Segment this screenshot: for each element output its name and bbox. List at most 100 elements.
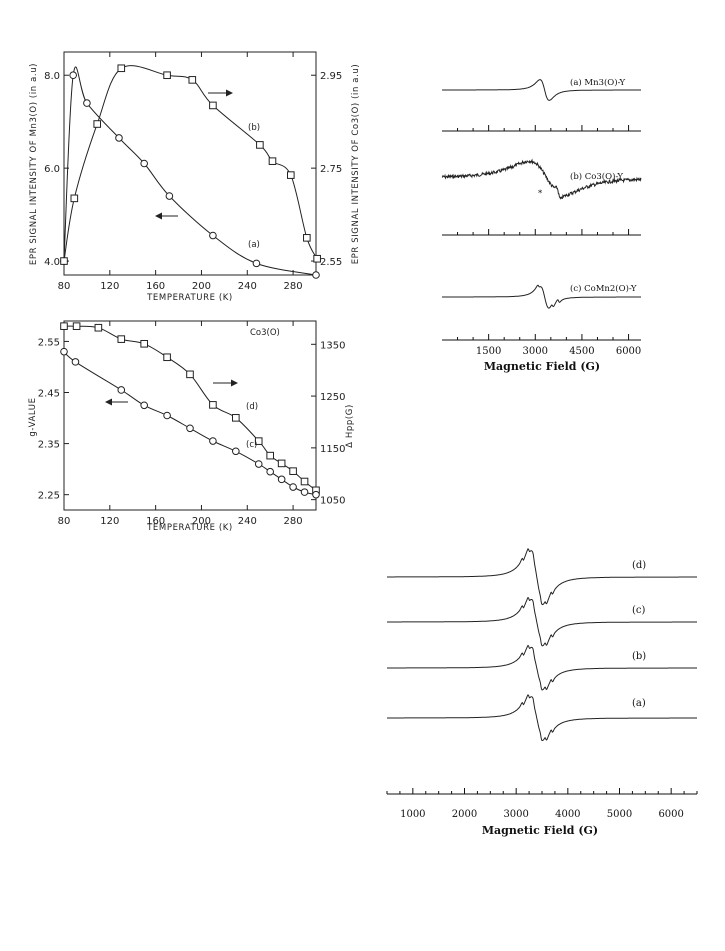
y-right-tick-label: 2.95 xyxy=(320,71,342,82)
spectrum-a xyxy=(387,694,697,741)
square-marker xyxy=(209,101,217,110)
spectrum-c xyxy=(442,284,641,309)
x-tick-label: 200 xyxy=(192,281,211,292)
x-axis-label: TEMPERATURE (K) xyxy=(146,523,233,533)
square-marker xyxy=(254,437,263,445)
circle-marker xyxy=(117,386,126,394)
x-tick-label: 1000 xyxy=(400,809,425,820)
y-right-axis-label: EPR SIGNAL INTENSITY OF Co3(O) (in a.u) xyxy=(351,64,361,265)
panel-epr-spectra-top: 1500 3000 4500 6000 (a) Mn3(O)-Y (b) Co3(O)… xyxy=(441,77,642,373)
square-marker xyxy=(232,414,240,422)
circle-marker xyxy=(140,159,148,168)
data-markers xyxy=(60,64,321,279)
circle-marker xyxy=(186,424,194,433)
square-marker xyxy=(117,64,126,73)
square-marker xyxy=(303,234,311,242)
x-tick-label: 200 xyxy=(192,516,211,527)
y-left-tick-label: 4.0 xyxy=(44,257,60,268)
square-marker xyxy=(186,370,194,379)
square-marker xyxy=(289,467,297,475)
x-tick-labels: 80 120 160 200 240 280 xyxy=(58,321,303,527)
right-arrow xyxy=(213,379,238,387)
spectrum-label-c: (c) xyxy=(632,605,646,616)
panel-intensity-vs-temperature: 80 120 160 200 240 280 4.0 6.0 8.0 2.55 2.75 2.95… xyxy=(29,51,361,303)
square-marker xyxy=(60,257,68,265)
y-left-tick-label: 2.55 xyxy=(38,337,60,348)
spectrum-label-c: (c) CoMn2(O)-Y xyxy=(570,283,637,294)
circle-marker xyxy=(266,467,274,476)
circle-marker xyxy=(254,460,263,468)
series-label-d: (d) xyxy=(246,402,258,412)
spectrum-label-b: (b) Co3(O)-Y xyxy=(570,171,623,182)
circle-marker xyxy=(115,134,123,142)
y-left-tick-label: 2.45 xyxy=(38,389,60,400)
x-tick-label: 3000 xyxy=(503,809,528,820)
right-arrow xyxy=(208,89,233,97)
tick-marks xyxy=(457,125,630,340)
y-right-tick-label: 1050 xyxy=(320,496,345,507)
y-right-axis-label: Δ Hpp(G) xyxy=(345,404,355,448)
circle-marker xyxy=(71,358,80,366)
x-tick-label: 160 xyxy=(146,516,165,527)
asterisk-mark: * xyxy=(538,189,543,199)
left-arrow xyxy=(105,398,128,406)
square-marker xyxy=(287,171,295,179)
y-right-tick-label: 2.75 xyxy=(320,164,342,175)
fit-curve xyxy=(63,66,317,276)
x-tick-label: 280 xyxy=(284,281,303,292)
y-left-tick-labels: 2.25 2.35 2.45 2.55 xyxy=(38,337,69,502)
y-right-tick-labels: 1050 1150 1250 1350 xyxy=(311,340,345,507)
x-tick-label: 4500 xyxy=(569,346,594,357)
x-tick-label: 120 xyxy=(100,281,119,292)
x-tick-label: 4000 xyxy=(555,809,580,820)
spectrum-a xyxy=(442,79,641,101)
x-tick-label: 5000 xyxy=(607,809,632,820)
square-marker xyxy=(140,339,148,348)
x-tick-label: 1500 xyxy=(476,346,501,357)
series-label-b: (b) xyxy=(248,123,260,133)
x-tick-label: 160 xyxy=(146,281,165,292)
tick-marks xyxy=(386,788,698,794)
circle-marker xyxy=(232,447,240,456)
circle-marker xyxy=(209,437,217,445)
plot-frame xyxy=(63,51,317,276)
circle-marker xyxy=(289,483,297,491)
panel-epr-spectra-bottom: 1000 2000 3000 4000 5000 6000 (d) (c) (b) (a)… xyxy=(386,548,698,837)
circle-marker xyxy=(252,259,261,268)
x-tick-label: 6000 xyxy=(616,346,641,357)
spectrum-b xyxy=(441,158,642,200)
x-axis-label: Magnetic Field (G) xyxy=(482,824,598,837)
square-marker xyxy=(163,71,171,80)
series-label-a: (a) xyxy=(248,240,260,250)
y-left-tick-label: 2.25 xyxy=(38,491,60,502)
spectrum-d xyxy=(387,548,697,606)
circle-marker xyxy=(312,271,320,279)
circle-marker xyxy=(209,231,217,240)
fit-curves xyxy=(63,65,318,276)
spectrum-label-b: (b) xyxy=(632,651,646,662)
x-tick-labels: 80 120 160 200 240 280 xyxy=(58,52,303,292)
circle-marker xyxy=(300,488,309,496)
panel-g-value-vs-temperature: 80 120 160 200 240 280 2.252.352.452.55 10501… xyxy=(28,320,355,533)
spectrum-label-d: (d) xyxy=(632,560,646,571)
circle-marker xyxy=(69,71,77,80)
y-left-tick-label: 2.35 xyxy=(38,440,60,451)
square-marker xyxy=(266,451,274,460)
square-marker xyxy=(94,323,103,332)
x-tick-labels: 1500 3000 4500 6000 xyxy=(476,346,641,357)
square-marker xyxy=(313,254,321,263)
y-left-tick-label: 8.0 xyxy=(44,71,60,82)
y-left-axis-label: g-VALUE xyxy=(28,397,38,436)
circle-marker xyxy=(165,192,174,200)
x-tick-label: 240 xyxy=(238,516,257,527)
square-marker xyxy=(300,477,309,486)
y-right-tick-label: 2.55 xyxy=(320,257,342,268)
x-axis-label: TEMPERATURE (K) xyxy=(146,293,233,303)
circle-marker xyxy=(277,475,286,484)
square-marker xyxy=(209,401,217,409)
x-tick-label: 120 xyxy=(100,516,119,527)
y-left-tick-label: 6.0 xyxy=(44,164,60,175)
square-marker xyxy=(72,322,81,330)
square-marker xyxy=(163,353,171,362)
